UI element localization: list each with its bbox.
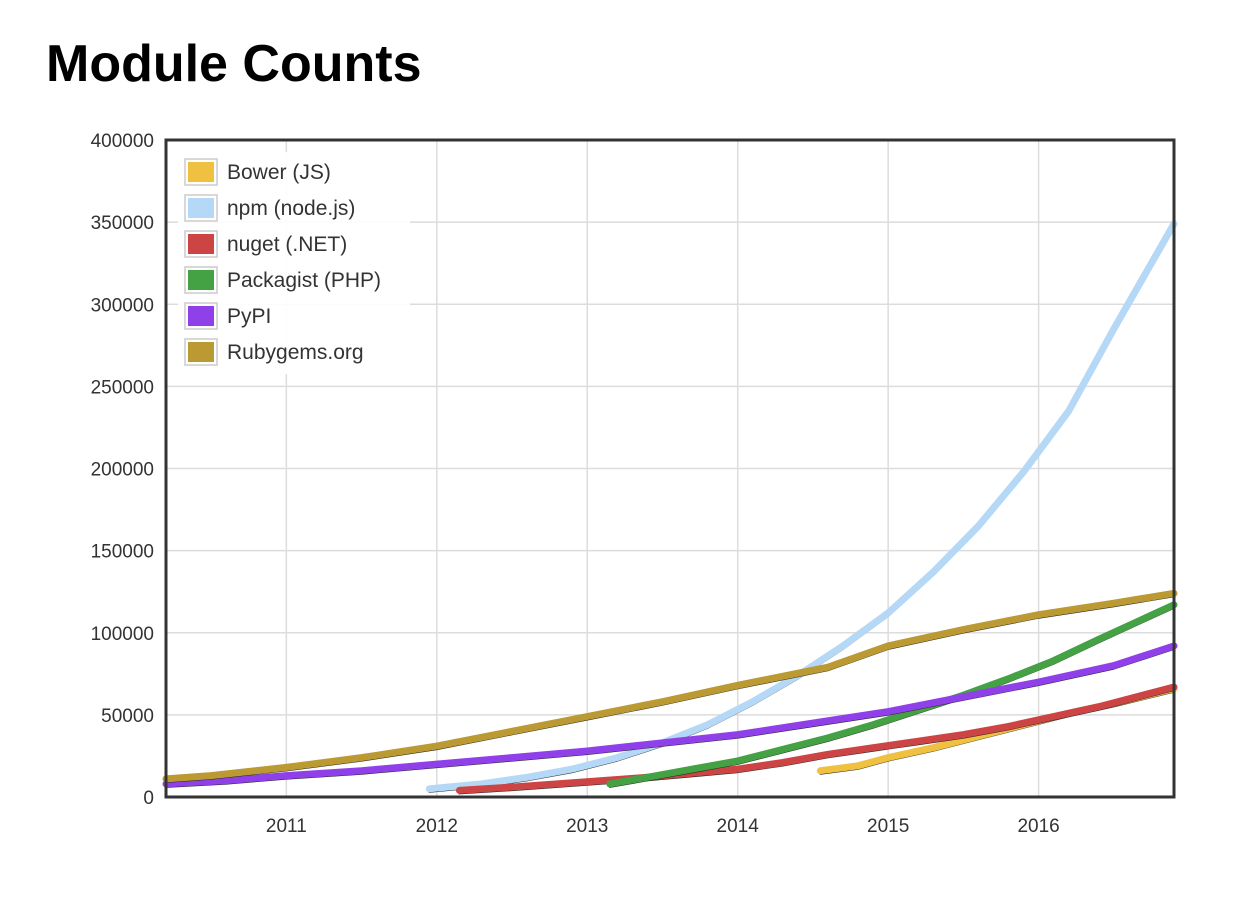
series-line-packagist-php — [606, 601, 1178, 788]
plot-frame — [164, 138, 1176, 799]
legend-swatch — [188, 162, 214, 182]
legend-label: nuget (.NET) — [227, 233, 347, 256]
page-title: Module Counts — [46, 35, 422, 93]
y-tick-label: 350000 — [91, 213, 154, 234]
x-tick-label: 2015 — [867, 816, 909, 837]
series-line-npm-node-js — [425, 220, 1178, 793]
y-tick-label: 300000 — [91, 295, 154, 316]
series-line-pypi — [162, 642, 1178, 788]
legend-swatch — [188, 270, 214, 290]
y-axis: 0 50000 100000 150000 200000 250000 300000 3500… — [91, 131, 154, 809]
legend-swatch — [188, 306, 214, 326]
series-line-nuget-net — [455, 683, 1178, 794]
legend-label: Packagist (PHP) — [227, 269, 381, 292]
x-tick-label: 2012 — [416, 816, 458, 837]
series-shadow-npm-node-js — [428, 225, 1175, 793]
y-tick-label: 250000 — [91, 377, 154, 398]
x-tick-label: 2011 — [266, 816, 307, 837]
legend-item: nuget (.NET) — [184, 230, 347, 258]
y-tick-label: 100000 — [91, 624, 154, 645]
legend-item: npm (node.js) — [184, 194, 355, 222]
series-line-rubygems-org — [162, 589, 1178, 783]
legend-label: PyPI — [227, 305, 271, 328]
y-tick-label: 400000 — [91, 131, 154, 152]
legend-label: npm (node.js) — [227, 197, 355, 220]
y-tick-label: 0 — [143, 788, 154, 809]
x-tick-label: 2014 — [717, 816, 760, 837]
legend-background — [178, 152, 410, 374]
legend-item: Rubygems.org — [184, 338, 364, 366]
y-tick-label: 200000 — [91, 460, 154, 481]
legend-item: Packagist (PHP) — [184, 266, 381, 294]
legend-swatch — [188, 234, 214, 254]
chart-legend: Bower (JS) npm (node.js) nuget (.NET) Packa… — [178, 152, 410, 374]
legend-item: PyPI — [184, 302, 271, 330]
legend-swatch — [188, 198, 214, 218]
x-tick-label: 2013 — [566, 816, 608, 837]
legend-label: Bower (JS) — [227, 161, 331, 184]
x-tick-label: 2016 — [1017, 816, 1059, 837]
y-tick-label: 50000 — [101, 706, 154, 727]
legend-item: Bower (JS) — [184, 158, 331, 186]
x-axis: 2011 2012 2013 2014 2015 2016 — [266, 816, 1060, 837]
y-tick-label: 150000 — [91, 542, 154, 563]
legend-label: Rubygems.org — [227, 341, 364, 364]
legend-swatch — [188, 342, 214, 362]
chart-series-lines — [162, 220, 1178, 795]
